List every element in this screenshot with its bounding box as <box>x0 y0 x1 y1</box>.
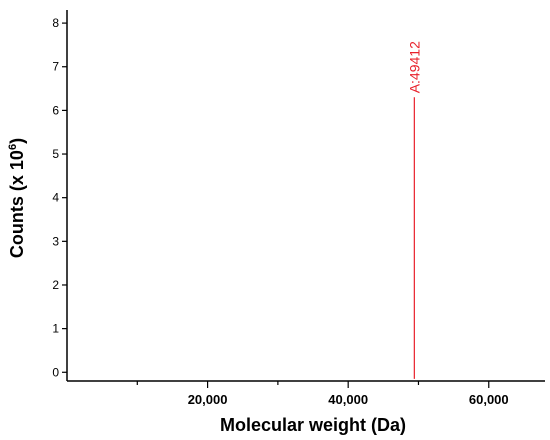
y-tick-label: 8 <box>52 16 59 30</box>
x-tick-label: 40,000 <box>328 392 368 407</box>
x-tick-label: 20,000 <box>188 392 228 407</box>
y-axis: 0 1 2 3 4 5 6 7 8 <box>52 10 68 381</box>
x-axis-title: Molecular weight (Da) <box>220 415 406 435</box>
peak-label: A:49412 <box>406 41 422 93</box>
x-axis: 20,000 40,000 60,000 <box>67 380 545 407</box>
y-tick-label: 1 <box>52 322 59 336</box>
peaks: A:49412 <box>406 41 422 379</box>
y-axis-title-exponent: 6 <box>7 144 19 150</box>
y-tick-label: 4 <box>52 191 59 205</box>
y-tick-label: 0 <box>52 365 59 379</box>
y-tick-label: 7 <box>52 60 59 74</box>
y-tick-label: 3 <box>52 234 59 248</box>
y-ticks: 0 1 2 3 4 5 6 7 8 <box>52 16 67 379</box>
y-axis-title-close: ) <box>7 138 27 144</box>
y-tick-label: 5 <box>52 147 59 161</box>
x-tick-label: 60,000 <box>469 392 509 407</box>
y-tick-label: 2 <box>52 278 59 292</box>
y-tick-label: 6 <box>52 103 59 117</box>
y-axis-title-main: Counts (x 10 <box>7 150 27 258</box>
y-axis-title: Counts (x 106) <box>7 138 27 258</box>
x-ticks: 20,000 40,000 60,000 <box>136 381 509 407</box>
